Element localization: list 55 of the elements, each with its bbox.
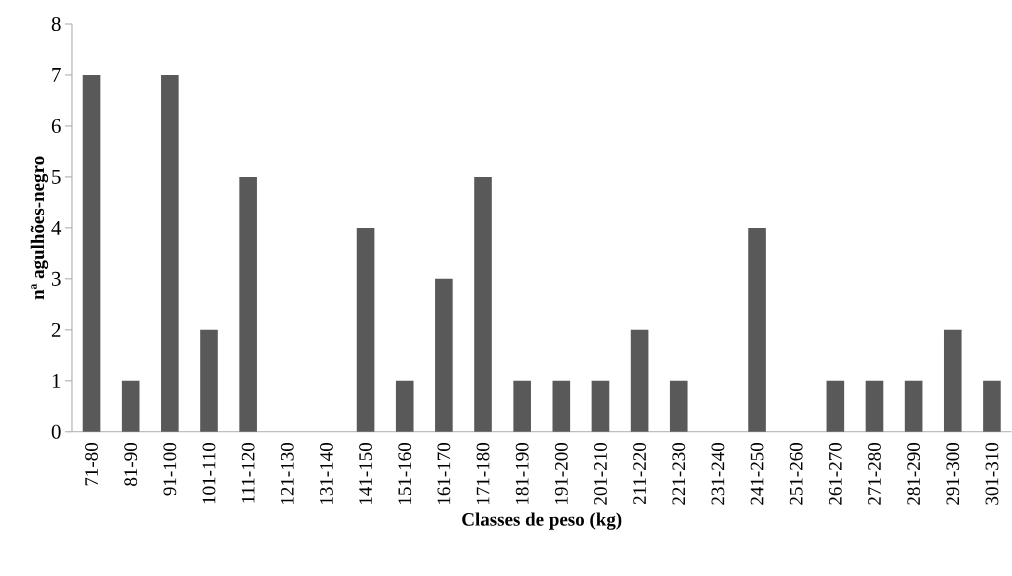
bar <box>630 329 649 432</box>
x-tick-label: 301-310 <box>985 443 999 505</box>
y-axis-title: nª agulhões-negro <box>30 156 49 300</box>
bar <box>669 380 688 432</box>
x-axis-title: Classes de peso (kg) <box>462 512 622 530</box>
x-tick-label: 181-190 <box>515 443 529 505</box>
x-tick-label: 221-230 <box>672 443 686 505</box>
x-tick-label: 71-80 <box>85 443 98 486</box>
bar <box>513 380 531 432</box>
x-tick-label: 271-280 <box>868 443 881 505</box>
y-tick-label: 4 <box>51 221 62 235</box>
y-tick-label: 3 <box>51 271 61 287</box>
x-tick-label: 81-90 <box>124 443 138 487</box>
bar <box>865 380 884 432</box>
bar <box>82 75 101 432</box>
bar <box>748 228 766 432</box>
x-tick-label: 91-100 <box>163 443 177 496</box>
bar <box>435 279 453 432</box>
y-tick-label: 5 <box>52 170 61 185</box>
x-tick-label: 141-150 <box>359 443 372 505</box>
bar <box>904 380 923 432</box>
bar <box>474 177 492 432</box>
bar <box>239 177 257 432</box>
x-tick-label: 291-300 <box>946 443 960 505</box>
bar <box>826 380 845 432</box>
y-tick-label: 8 <box>51 17 61 32</box>
bar <box>395 380 414 432</box>
x-tick-label: 201-210 <box>594 443 607 505</box>
x-tick-label: 281-290 <box>907 443 921 505</box>
bar <box>161 75 179 432</box>
y-tick-label: 0 <box>51 424 61 439</box>
y-tick-label: 2 <box>51 323 61 337</box>
bar <box>356 228 375 432</box>
bar <box>200 329 218 432</box>
y-tick-label: 6 <box>51 119 61 134</box>
x-tick-label: 241-250 <box>750 443 764 505</box>
bar <box>943 329 962 432</box>
x-tick-label: 231-240 <box>711 443 725 505</box>
x-tick-label: 251-260 <box>789 443 803 505</box>
y-tick-label: 7 <box>52 68 61 82</box>
x-tick-label: 211-220 <box>633 443 647 505</box>
x-tick-label: 191-200 <box>554 443 568 505</box>
x-tick-label: 151-160 <box>398 443 412 505</box>
x-tick-label: 131-140 <box>320 443 333 505</box>
bar <box>552 380 571 432</box>
x-tick-label: 111-120 <box>241 443 255 503</box>
x-tick-label: 121-130 <box>280 443 294 505</box>
x-tick-label: 261-270 <box>828 443 842 505</box>
x-tick-label: 101-110 <box>202 443 216 504</box>
bar <box>121 380 140 432</box>
bar <box>983 380 1001 432</box>
bar <box>591 380 610 432</box>
x-tick-label: 171-180 <box>476 443 490 505</box>
x-tick-label: 161-170 <box>437 443 451 505</box>
y-tick-label: 1 <box>52 374 61 388</box>
